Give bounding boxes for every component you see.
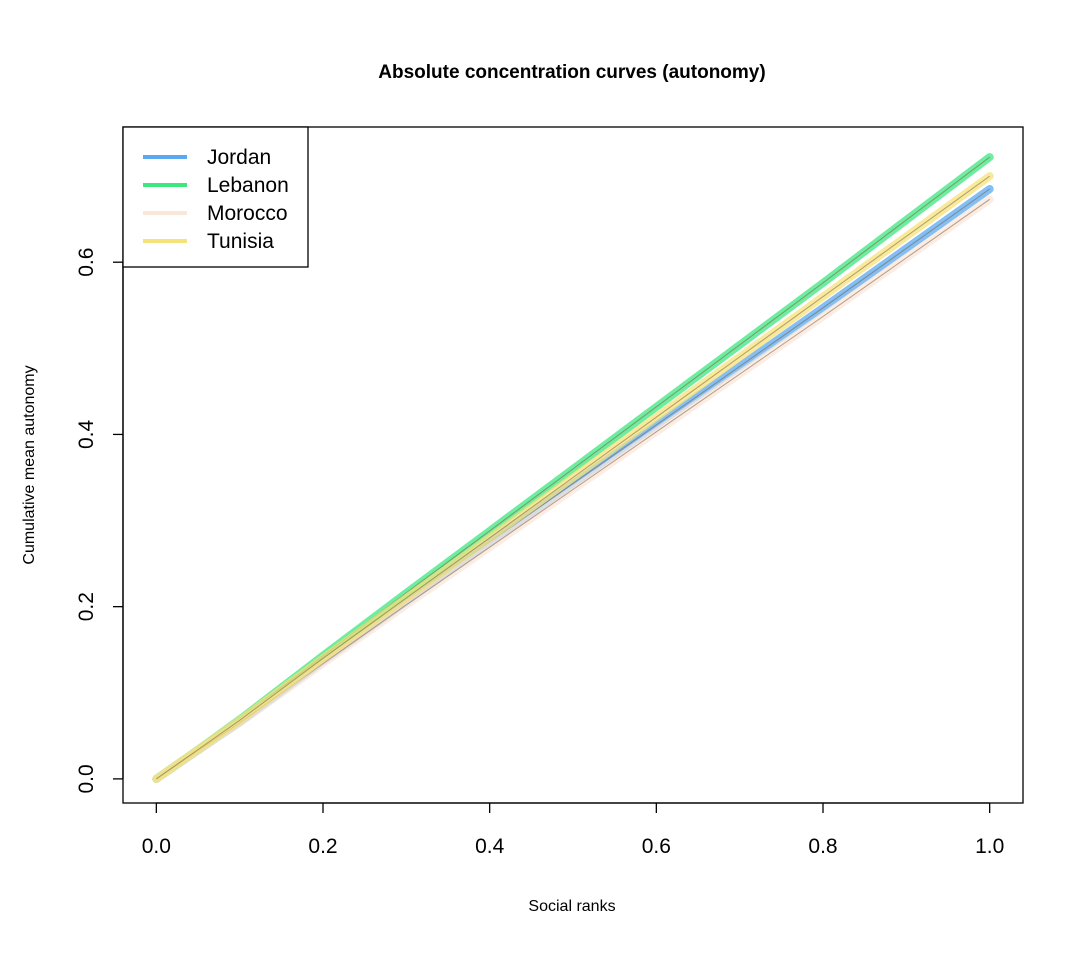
y-tick-label: 0.2 (75, 592, 98, 621)
legend-label-morocco: Morocco (207, 202, 288, 225)
legend: Jordan Lebanon Morocco Tunisia (122, 126, 309, 268)
x-axis: 0.0 0.2 0.4 0.6 0.8 1.0 (142, 802, 1004, 858)
legend-box (122, 126, 309, 268)
x-tick-label: 1.0 (975, 835, 1004, 858)
legend-label-lebanon: Lebanon (207, 174, 289, 197)
x-tick-label: 0.8 (808, 835, 837, 858)
legend-label-jordan: Jordan (207, 146, 271, 169)
series-line-tunisia (156, 175, 990, 780)
y-tick-label: 0.4 (75, 420, 98, 450)
y-axis-label: Cumulative mean autonomy (21, 365, 38, 564)
y-tick-label: 0.6 (75, 248, 98, 277)
y-tick-label: 0.0 (75, 764, 98, 793)
x-tick-label: 0.0 (142, 835, 171, 858)
y-axis: 0.0 0.2 0.4 0.6 (75, 248, 124, 793)
x-tick-label: 0.4 (475, 835, 505, 858)
x-tick-label: 0.6 (642, 835, 671, 858)
series-layer (152, 153, 994, 783)
x-tick-label: 0.2 (308, 835, 337, 858)
legend-label-tunisia: Tunisia (207, 230, 274, 253)
x-axis-label: Social ranks (528, 898, 615, 915)
chart-title: Absolute concentration curves (autonomy) (378, 62, 765, 83)
